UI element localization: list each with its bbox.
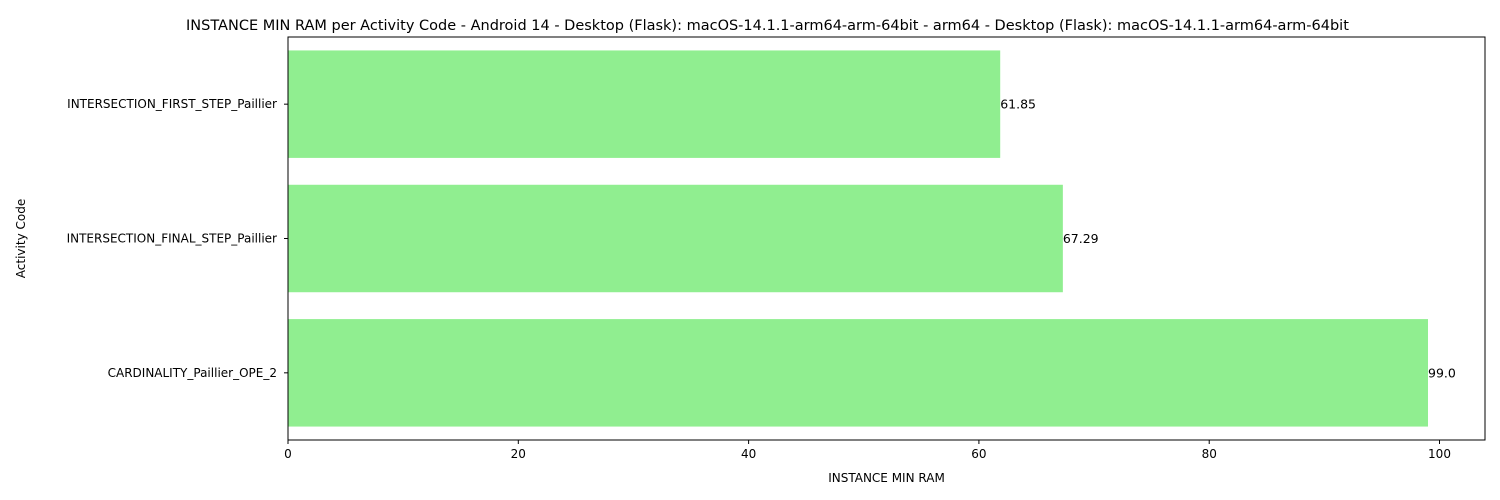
y-axis-label: Activity Code [14,199,28,278]
x-tick-label-3: 60 [971,447,986,461]
y-tick-label-0: INTERSECTION_FIRST_STEP_Paillier [67,97,277,111]
x-tick-label-4: 80 [1202,447,1217,461]
x-tick-label-1: 20 [511,447,526,461]
plot-frame [287,36,1486,441]
data-label-0: 61.85 [1000,97,1036,112]
y-axis-ticks: INTERSECTION_FIRST_STEP_Paillier INTERSEC… [67,97,288,380]
bar-1 [288,184,1063,293]
value-labels-group: 61.85 67.29 99.0 [1000,97,1456,381]
x-tick-label-0: 0 [284,447,292,461]
x-axis-ticks: 0 20 40 60 80 100 [284,440,1451,461]
x-tick-label-5: 100 [1428,447,1451,461]
chart-title: INSTANCE MIN RAM per Activity Code - And… [186,18,1349,34]
data-label-2: 99.0 [1428,365,1456,380]
x-tick-label-2: 40 [741,447,756,461]
x-axis-label: INSTANCE MIN RAM [828,471,945,485]
data-label-1: 67.29 [1063,231,1099,246]
bar-0 [288,50,1001,158]
y-tick-label-2: CARDINALITY_Paillier_OPE_2 [108,366,277,380]
bars-group [288,50,1428,427]
y-tick-label-1: INTERSECTION_FINAL_STEP_Paillier [67,232,277,246]
bar-2 [288,319,1428,427]
